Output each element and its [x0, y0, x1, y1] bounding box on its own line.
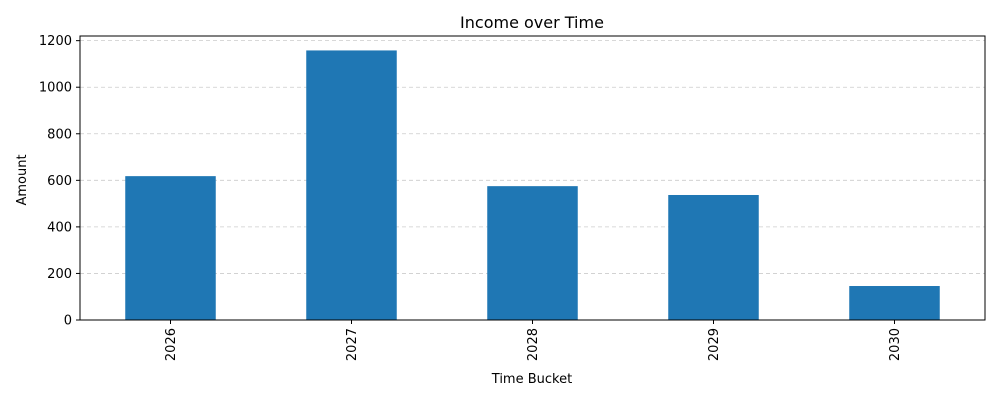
y-tick-label: 200 [47, 267, 72, 282]
x-axis-label: Time Bucket [491, 372, 572, 387]
ticks-layer: 0 200 400 600 800 1000 1200 2026 2027 2028 2029 203… [39, 34, 903, 361]
grid-layer [80, 40, 985, 274]
y-tick-label: 800 [47, 127, 72, 142]
bar [306, 50, 397, 320]
bar [668, 194, 759, 320]
x-tick-label: 2030 [888, 328, 903, 361]
bar [487, 186, 578, 320]
y-tick-label: 600 [47, 174, 72, 189]
bar [849, 286, 940, 320]
y-tick-label: 1000 [39, 81, 72, 96]
x-tick-label: 2028 [526, 328, 541, 361]
x-tick-label: 2026 [164, 328, 179, 361]
y-tick-label: 0 [64, 314, 72, 329]
x-tick-label: 2027 [345, 328, 360, 361]
y-axis-label: Amount [15, 154, 30, 205]
y-tick-label: 400 [47, 220, 72, 235]
bars-layer [125, 50, 940, 320]
bar [125, 176, 216, 320]
chart-title: Income over Time [460, 13, 604, 32]
y-tick-label: 1200 [39, 34, 72, 49]
x-tick-label: 2029 [707, 328, 722, 361]
